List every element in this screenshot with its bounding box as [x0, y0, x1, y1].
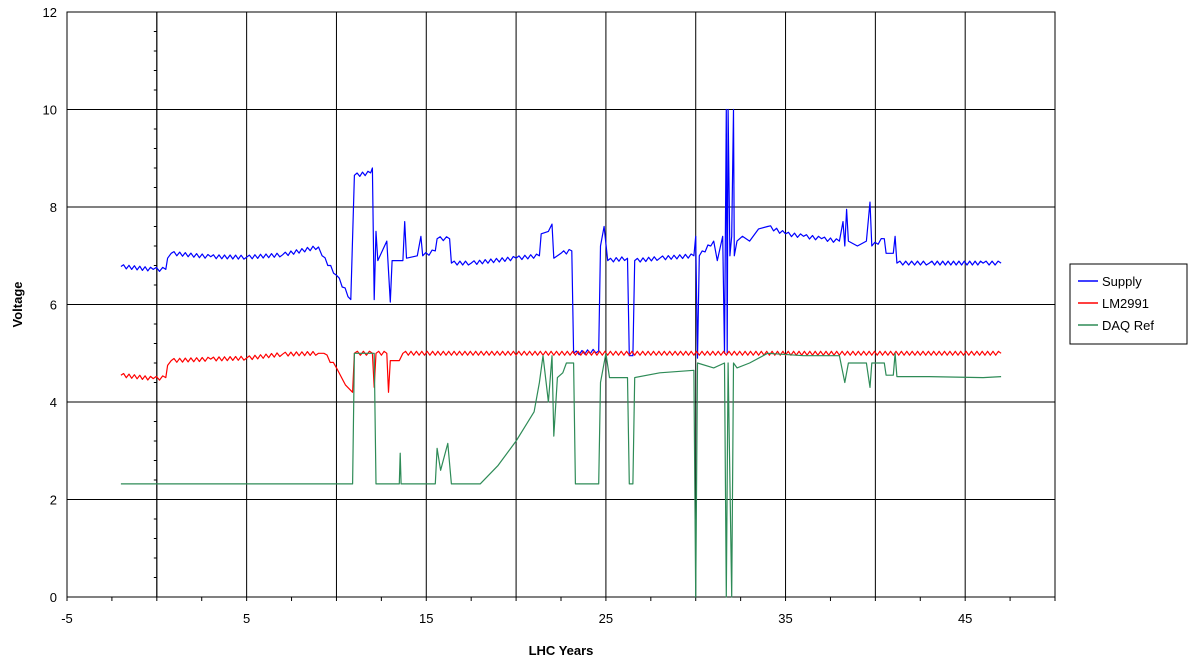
x-tick-label: 5 — [243, 611, 250, 626]
legend-label: Supply — [1102, 274, 1142, 289]
tick-labels: 0 2 4 6 8 10 12 -5 5 15 25 35 45 — [43, 5, 973, 626]
legend-box — [1069, 263, 1188, 345]
series-line-daq-ref — [120, 352, 1002, 598]
x-tick-label: 15 — [419, 611, 433, 626]
x-tick-label: 45 — [958, 611, 972, 626]
y-tick-label: 0 — [50, 590, 57, 605]
x-tick-label: 25 — [599, 611, 613, 626]
series-line-supply — [120, 108, 1002, 359]
series-line-lm2991 — [120, 350, 1002, 393]
y-tick-label: 2 — [50, 493, 57, 508]
legend-label: LM2991 — [1102, 296, 1149, 311]
x-tick-label: 35 — [778, 611, 792, 626]
x-tick-label: -5 — [61, 611, 73, 626]
y-tick-label: 4 — [50, 395, 57, 410]
gridlines — [67, 12, 1055, 597]
legend: Supply LM2991 DAQ Ref — [1069, 263, 1188, 345]
y-tick-label: 10 — [43, 103, 57, 118]
y-tick-label: 8 — [50, 200, 57, 215]
x-axis-title: LHC Years — [529, 643, 594, 658]
y-tick-label: 6 — [50, 298, 57, 313]
y-tick-label: 12 — [43, 5, 57, 20]
legend-label: DAQ Ref — [1102, 318, 1154, 333]
series-lines — [120, 108, 1002, 598]
axis-ticks — [66, 11, 1056, 601]
y-axis-title: Voltage — [10, 282, 25, 328]
